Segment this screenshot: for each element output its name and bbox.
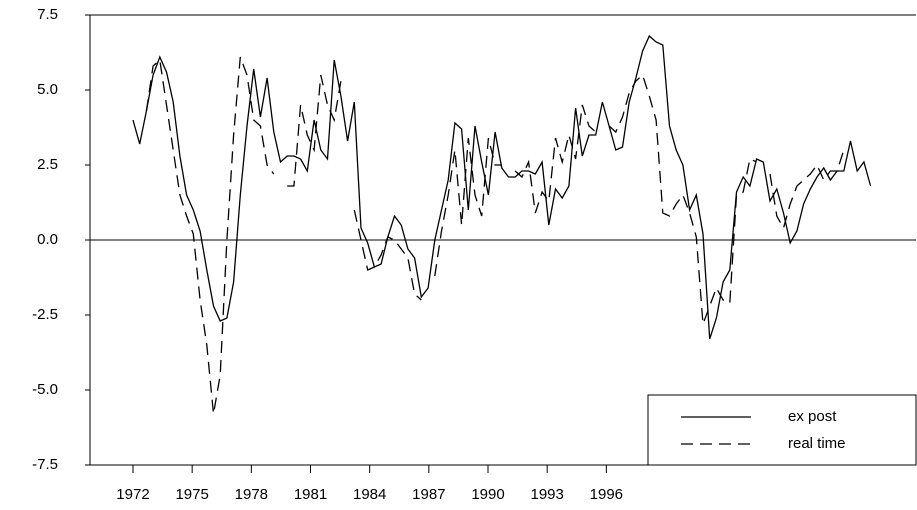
- y-tick-label: 5.0: [37, 81, 58, 98]
- y-tick-label: -7.5: [32, 456, 58, 473]
- y-tick-label: 7.5: [37, 6, 58, 23]
- x-tick-label: 1996: [590, 486, 623, 503]
- x-tick-label: 1987: [412, 486, 445, 503]
- x-tick-label: 1993: [530, 486, 563, 503]
- legend-box: [647, 394, 917, 466]
- y-tick-label: -5.0: [32, 381, 58, 398]
- line-series: [145, 56, 845, 415]
- x-tick-label: 1978: [235, 486, 268, 503]
- y-tick-label: 0.0: [37, 231, 58, 248]
- legend-label: real time: [788, 435, 846, 452]
- line-series: [132, 34, 872, 340]
- x-tick-label: 1990: [471, 486, 504, 503]
- x-tick-label: 1984: [353, 486, 386, 503]
- legend-label: ex post: [788, 408, 837, 425]
- x-tick-label: 1981: [294, 486, 327, 503]
- x-tick-label: 1975: [175, 486, 208, 503]
- x-tick-label: 1972: [116, 486, 149, 503]
- y-tick-label: 2.5: [37, 156, 58, 173]
- y-tick-label: -2.5: [32, 306, 58, 323]
